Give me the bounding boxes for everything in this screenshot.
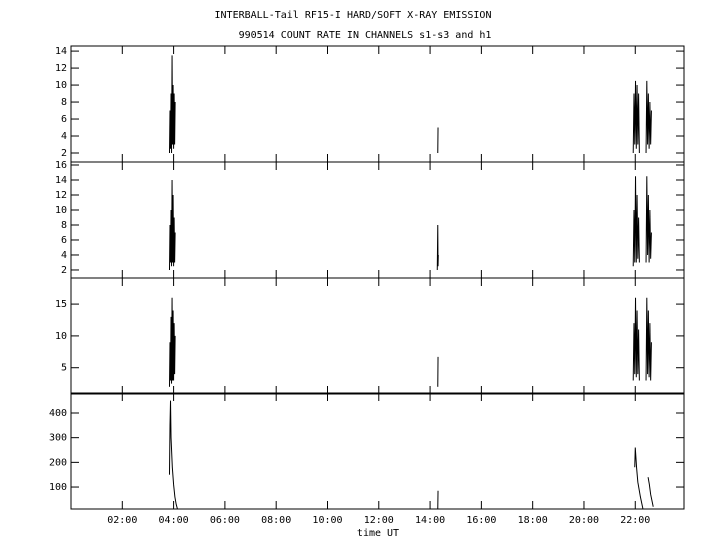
y-tick-label: 8 bbox=[61, 220, 67, 231]
y-tick-label: 10 bbox=[55, 331, 67, 342]
y-tick-label: 200 bbox=[49, 457, 67, 468]
panel-frame bbox=[70, 45, 685, 163]
x-tick-label: 14:00 bbox=[415, 515, 445, 526]
y-tick-label: 14 bbox=[55, 46, 67, 57]
y-tick-label: 2 bbox=[61, 148, 67, 159]
y-tick-label: 8 bbox=[61, 97, 67, 108]
x-tick-label: 20:00 bbox=[569, 515, 599, 526]
y-tick-label: 4 bbox=[61, 131, 67, 142]
y-tick-label: 6 bbox=[61, 235, 67, 246]
x-axis-label: time UT bbox=[357, 528, 399, 539]
panel-frame bbox=[70, 392, 685, 510]
y-tick-label: 6 bbox=[61, 114, 67, 125]
x-tick-label: 16:00 bbox=[466, 515, 496, 526]
data-line bbox=[168, 55, 652, 154]
data-line bbox=[168, 297, 652, 387]
x-tick-label: 02:00 bbox=[107, 515, 137, 526]
chart-subtitle: 990514 COUNT RATE IN CHANNELS s1-s3 and … bbox=[239, 30, 492, 41]
x-tick-label: 22:00 bbox=[620, 515, 650, 526]
x-tick-label: 04:00 bbox=[159, 515, 189, 526]
y-tick-label: 16 bbox=[55, 160, 67, 171]
y-tick-label: 100 bbox=[49, 482, 67, 493]
x-tick-label: 10:00 bbox=[312, 515, 342, 526]
panel-frame bbox=[70, 277, 685, 395]
y-tick-label: 10 bbox=[55, 80, 67, 91]
panel-frame bbox=[70, 161, 685, 279]
y-tick-label: 400 bbox=[49, 408, 67, 419]
y-tick-label: 5 bbox=[61, 363, 67, 374]
chart-title: INTERBALL-Tail RF15-I HARD/SOFT X-RAY EM… bbox=[215, 10, 492, 21]
y-tick-label: 10 bbox=[55, 205, 67, 216]
y-tick-label: 2 bbox=[61, 265, 67, 276]
x-tick-label: 18:00 bbox=[518, 515, 548, 526]
y-tick-label: 12 bbox=[55, 63, 67, 74]
y-tick-label: 15 bbox=[55, 299, 67, 310]
y-tick-label: 12 bbox=[55, 190, 67, 201]
x-tick-label: 06:00 bbox=[210, 515, 240, 526]
data-line bbox=[168, 400, 654, 510]
y-tick-label: 14 bbox=[55, 175, 67, 186]
y-tick-label: 4 bbox=[61, 250, 67, 261]
x-tick-label: 08:00 bbox=[261, 515, 291, 526]
data-line bbox=[168, 176, 652, 270]
y-tick-label: 300 bbox=[49, 433, 67, 444]
x-tick-label: 12:00 bbox=[364, 515, 394, 526]
